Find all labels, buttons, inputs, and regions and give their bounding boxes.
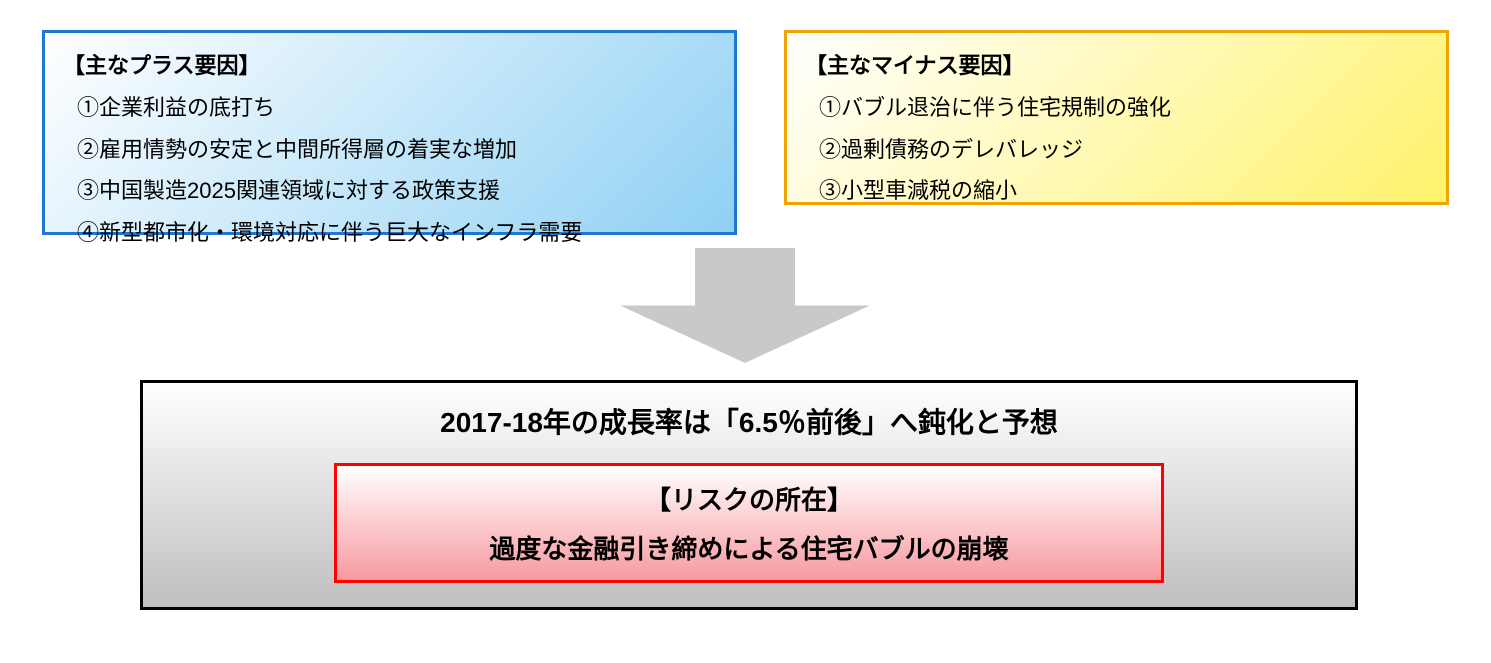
- minus-factor-item: ①バブル退治に伴う住宅規制の強化: [805, 87, 1428, 129]
- minus-factors-title: 【主なマイナス要因】: [805, 45, 1428, 87]
- plus-factor-item: ②雇用情勢の安定と中間所得層の着実な増加: [63, 129, 716, 171]
- diagram-canvas: 【主なプラス要因】 ①企業利益の底打ち ②雇用情勢の安定と中間所得層の着実な増加…: [0, 0, 1491, 663]
- conclusion-box: 2017-18年の成長率は「6.5％前後」へ鈍化と予想 【リスクの所在】 過度な…: [140, 380, 1358, 610]
- minus-factor-item: ②過剰債務のデレバレッジ: [805, 129, 1428, 171]
- plus-factor-item: ①企業利益の底打ち: [63, 87, 716, 129]
- plus-factors-box: 【主なプラス要因】 ①企業利益の底打ち ②雇用情勢の安定と中間所得層の着実な増加…: [42, 30, 737, 235]
- minus-factor-item: ③小型車減税の縮小: [805, 170, 1428, 212]
- minus-factors-box: 【主なマイナス要因】 ①バブル退治に伴う住宅規制の強化 ②過剰債務のデレバレッジ…: [784, 30, 1449, 205]
- down-arrow-icon: [620, 248, 870, 363]
- minus-factors-inner: 【主なマイナス要因】 ①バブル退治に伴う住宅規制の強化 ②過剰債務のデレバレッジ…: [787, 33, 1446, 226]
- plus-factors-title: 【主なプラス要因】: [63, 45, 716, 87]
- risk-box: 【リスクの所在】 過度な金融引き締めによる住宅バブルの崩壊: [334, 463, 1164, 583]
- plus-factor-item: ③中国製造2025関連領域に対する政策支援: [63, 170, 716, 212]
- risk-title: 【リスクの所在】: [337, 480, 1161, 517]
- risk-text: 過度な金融引き締めによる住宅バブルの崩壊: [337, 529, 1161, 566]
- plus-factors-inner: 【主なプラス要因】 ①企業利益の底打ち ②雇用情勢の安定と中間所得層の着実な増加…: [45, 33, 734, 268]
- plus-factor-item: ④新型都市化・環境対応に伴う巨大なインフラ需要: [63, 212, 716, 254]
- conclusion-title: 2017-18年の成長率は「6.5％前後」へ鈍化と予想: [143, 401, 1355, 441]
